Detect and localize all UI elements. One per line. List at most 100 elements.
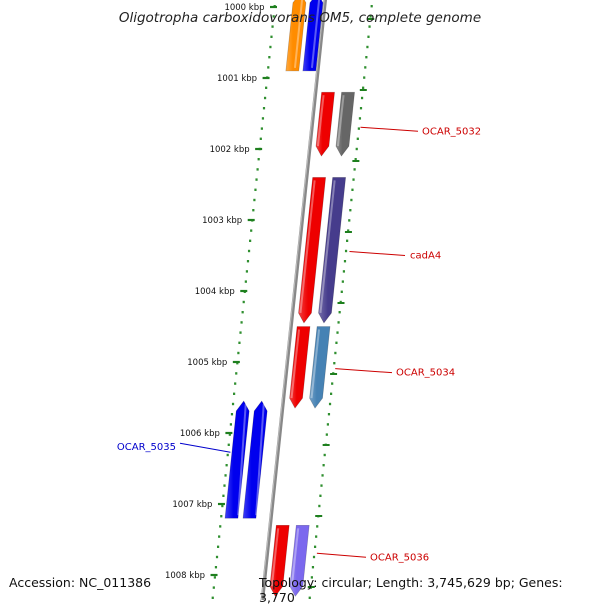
gene-arrow[interactable] — [289, 524, 310, 597]
left-dot — [224, 474, 227, 477]
right-dot — [363, 76, 366, 79]
gene-label[interactable]: OCAR_5035 — [117, 442, 176, 453]
ruler-tick-label: 1000 kbp — [224, 3, 264, 13]
gene-arrow[interactable] — [302, 0, 324, 72]
left-dot — [215, 555, 219, 559]
gene-arrow[interactable] — [315, 91, 335, 157]
right-dot — [335, 341, 338, 344]
right-dot — [362, 86, 365, 89]
right-dot — [319, 494, 322, 497]
gene-label[interactable]: OCAR_5036 — [370, 552, 429, 563]
right-dot — [316, 525, 319, 528]
gene-label[interactable]: OCAR_5032 — [422, 126, 481, 137]
right-dot — [352, 178, 355, 181]
gene-arrow[interactable] — [318, 177, 346, 324]
right-dot — [354, 158, 357, 161]
right-dot — [338, 311, 341, 314]
gene-cadA4[interactable] — [298, 177, 326, 324]
gene-feature[interactable] — [285, 0, 307, 72]
gene-arrow[interactable] — [285, 0, 307, 72]
left-dot — [238, 341, 241, 344]
gene-arrow[interactable] — [335, 91, 355, 157]
left-dot — [228, 433, 231, 436]
right-dot — [360, 96, 364, 100]
accession-label: Accession: NC_011386 — [9, 575, 152, 590]
left-dot — [239, 331, 242, 334]
right-dot — [365, 56, 368, 59]
right-dot — [313, 545, 317, 548]
left-dot — [247, 249, 251, 253]
right-dot — [356, 137, 359, 140]
left-dot — [244, 280, 247, 283]
gene-shine — [237, 403, 247, 516]
right-dot — [330, 392, 333, 395]
genome-summary: Topology: circular; Length: 3,745,629 bp… — [259, 575, 563, 605]
backbone-line — [260, 0, 327, 600]
right-dot — [327, 413, 331, 416]
right-dot — [369, 15, 372, 18]
gene-shine — [299, 180, 316, 314]
right-dot — [346, 239, 349, 242]
gene-OCAR_5034[interactable] — [289, 326, 311, 409]
left-dot — [250, 229, 253, 232]
right-dot — [334, 351, 337, 355]
right-dot — [323, 453, 326, 457]
gene-shine — [316, 95, 325, 147]
gene-arrow[interactable] — [309, 326, 331, 409]
right-dot — [349, 209, 352, 212]
gene-OCAR_5032[interactable] — [315, 91, 335, 157]
right-dot — [312, 555, 316, 559]
gene-arrow[interactable] — [298, 177, 326, 324]
left-dot — [262, 107, 266, 110]
gene-OCAR_5036[interactable] — [269, 524, 290, 597]
left-dot — [225, 464, 228, 467]
gene-arrow[interactable] — [289, 326, 311, 409]
gene-arrow[interactable] — [269, 524, 290, 597]
left-dot — [242, 300, 245, 304]
ruler-tick-label: 1006 kbp — [180, 429, 220, 439]
gene-label[interactable]: OCAR_5034 — [396, 368, 455, 379]
gene-feature[interactable] — [289, 524, 310, 597]
gene-OCAR_5035[interactable] — [224, 400, 250, 519]
left-dot — [219, 525, 222, 528]
right-dot — [368, 25, 371, 28]
right-dot — [366, 45, 369, 49]
label-leader — [335, 368, 393, 374]
left-dot — [241, 311, 244, 314]
left-dot — [249, 239, 252, 242]
gene-feature[interactable] — [302, 0, 324, 72]
gene-shine — [290, 528, 300, 587]
gene-shine — [255, 403, 265, 516]
right-dot — [343, 260, 347, 263]
left-dot — [261, 117, 265, 120]
left-dot — [272, 15, 275, 18]
left-dot — [227, 443, 230, 446]
left-dot — [260, 127, 263, 130]
right-dot — [310, 576, 313, 579]
gene-arrow[interactable] — [242, 400, 268, 519]
right-dot — [350, 198, 353, 202]
left-dot — [259, 137, 262, 140]
gene-label[interactable]: cadA4 — [410, 251, 441, 262]
gene-feature[interactable] — [309, 326, 331, 409]
right-dot — [355, 147, 358, 151]
right-dot — [353, 168, 356, 171]
gene-arrow[interactable] — [224, 400, 250, 519]
right-dot — [341, 280, 344, 283]
left-dot — [256, 168, 259, 171]
ruler-ticks: 1000 kbp 1001 kbp 1002 kbp 1003 kbp 1004 kbp… — [165, 3, 375, 588]
left-dot — [226, 453, 229, 457]
gene-feature[interactable] — [318, 177, 346, 324]
gene-shine — [310, 0, 321, 69]
gene-shine — [290, 329, 301, 399]
right-dot — [325, 433, 328, 436]
gene-feature[interactable] — [242, 400, 268, 519]
right-dot — [358, 117, 362, 120]
left-dot — [265, 86, 268, 89]
right-dot — [320, 484, 323, 487]
gene-shine — [319, 180, 336, 314]
right-dot — [342, 270, 346, 273]
right-dot — [315, 535, 318, 538]
right-dot — [367, 35, 370, 38]
gene-feature[interactable] — [335, 91, 355, 157]
